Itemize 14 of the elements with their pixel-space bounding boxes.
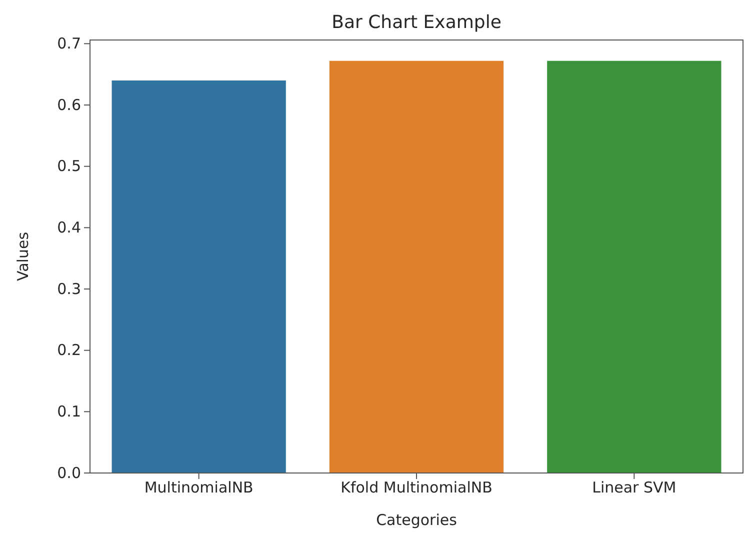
x-tick-label: Kfold MultinomialNB	[340, 478, 492, 497]
x-tick-label: Linear SVM	[592, 478, 676, 497]
y-tick-label: 0.4	[57, 218, 81, 236]
y-tick-label: 0.7	[57, 34, 81, 52]
y-tick-label: 0.3	[57, 280, 81, 298]
y-tick-label: 0.0	[57, 464, 81, 482]
chart-title: Bar Chart Example	[332, 12, 502, 33]
y-tick-label: 0.6	[57, 96, 81, 114]
y-tick-label: 0.2	[57, 341, 81, 360]
y-axis-title: Values	[14, 232, 32, 282]
y-tick-label: 0.1	[57, 402, 81, 420]
x-axis-title: Categories	[376, 511, 458, 529]
y-tick-label: 0.5	[57, 157, 81, 176]
x-tick-label: MultinomialNB	[144, 478, 254, 497]
